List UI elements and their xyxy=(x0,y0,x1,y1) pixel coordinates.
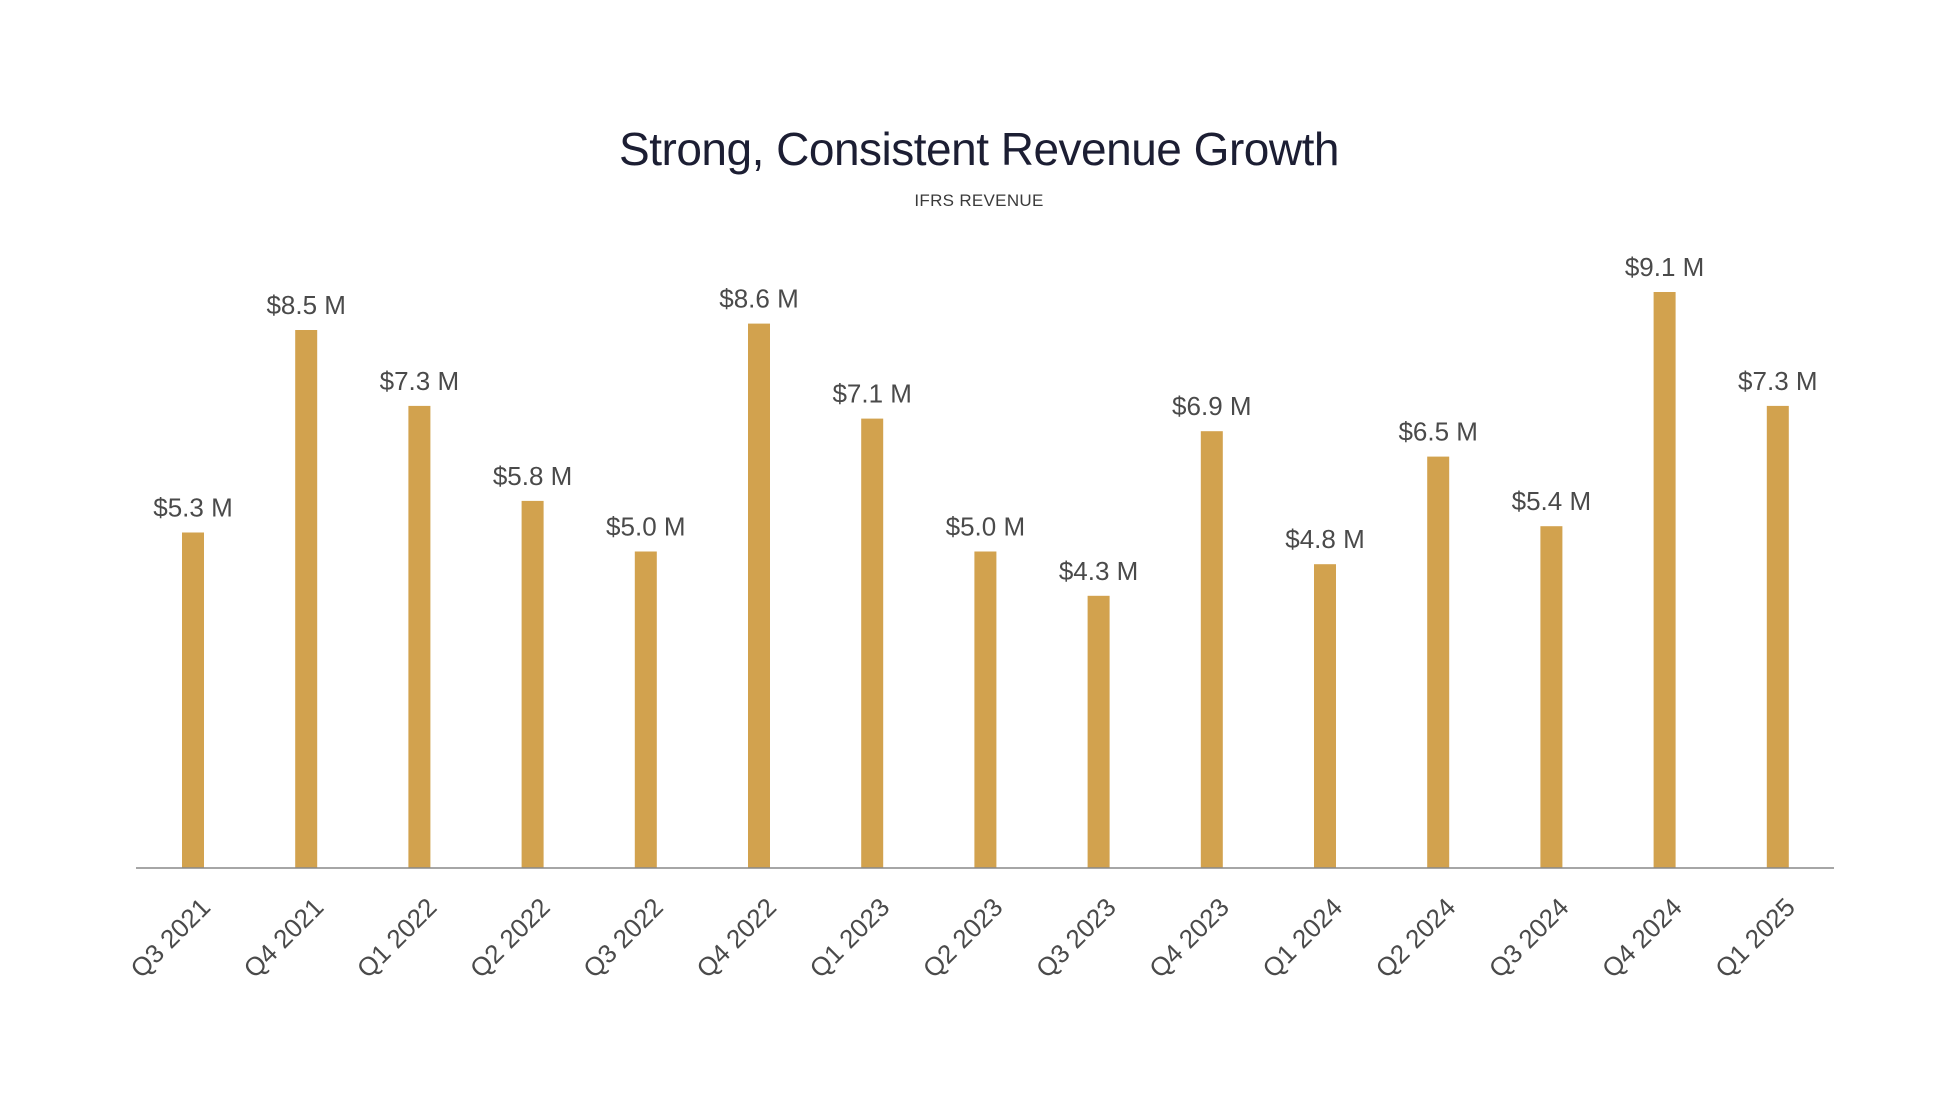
bar-q1-2023 xyxy=(861,418,884,868)
x-tick-label: Q3 2024 xyxy=(1483,892,1575,984)
x-tick-label: Q2 2024 xyxy=(1370,892,1462,984)
bar-q4-2024 xyxy=(1653,292,1676,868)
x-tick-label: Q3 2021 xyxy=(124,892,216,984)
x-tick-label: Q1 2023 xyxy=(804,892,896,984)
data-label: $7.3 M xyxy=(380,366,460,396)
bars-group xyxy=(182,292,1789,869)
bar-q1-2025 xyxy=(1766,405,1789,868)
x-tick-label: Q3 2022 xyxy=(577,892,669,984)
data-label: $8.6 M xyxy=(719,284,799,314)
x-tick-label: Q3 2023 xyxy=(1030,892,1122,984)
bar-q3-2022 xyxy=(634,551,657,868)
bar-q4-2022 xyxy=(748,323,770,869)
data-label: $5.8 M xyxy=(493,461,573,491)
data-label: $6.9 M xyxy=(1172,391,1252,421)
bar-q3-2021 xyxy=(182,532,204,868)
x-tick-label: Q4 2021 xyxy=(238,892,330,984)
x-tick-label: Q4 2024 xyxy=(1596,892,1688,984)
chart-subtitle: IFRS REVENUE xyxy=(914,191,1044,210)
data-label: $5.4 M xyxy=(1512,486,1592,516)
data-label: $4.8 M xyxy=(1285,524,1365,554)
x-tick-label: Q1 2025 xyxy=(1709,892,1801,984)
data-label: $7.3 M xyxy=(1738,366,1818,396)
data-label: $5.0 M xyxy=(946,512,1026,542)
x-tick-label: Q1 2022 xyxy=(351,892,443,984)
bar-q4-2023 xyxy=(1200,431,1223,868)
data-label: $7.1 M xyxy=(832,379,912,409)
bar-q2-2022 xyxy=(521,500,544,868)
data-label: $6.5 M xyxy=(1398,417,1478,447)
chart-title: Strong, Consistent Revenue Growth xyxy=(619,123,1339,175)
data-label: $9.1 M xyxy=(1625,252,1705,282)
x-tick-label: Q2 2023 xyxy=(917,892,1009,984)
data-label: $5.0 M xyxy=(606,512,686,542)
x-tick-label: Q1 2024 xyxy=(1256,892,1348,984)
data-label: $4.3 M xyxy=(1059,556,1139,586)
bar-q3-2024 xyxy=(1540,526,1563,868)
x-tick-labels-group: Q3 2021 Q4 2021 Q1 2022 Q2 2022 Q3 2022 Q4 20… xyxy=(124,892,1801,984)
bar-q2-2024 xyxy=(1427,456,1450,868)
data-labels-group: $5.3 M $8.5 M $7.3 M $5.8 M $5.0 M $8.6 M $7.1… xyxy=(153,252,1817,586)
bar-q4-2021 xyxy=(295,330,318,868)
x-tick-label: Q4 2023 xyxy=(1143,892,1235,984)
bar-q1-2022 xyxy=(408,405,431,868)
bar-q2-2023 xyxy=(974,551,997,868)
x-tick-label: Q2 2022 xyxy=(464,892,556,984)
x-tick-label: Q4 2022 xyxy=(690,892,782,984)
bar-q1-2024 xyxy=(1314,564,1336,868)
data-label: $8.5 M xyxy=(266,290,346,320)
bar-q3-2023 xyxy=(1087,595,1110,868)
data-label: $5.3 M xyxy=(153,493,233,523)
